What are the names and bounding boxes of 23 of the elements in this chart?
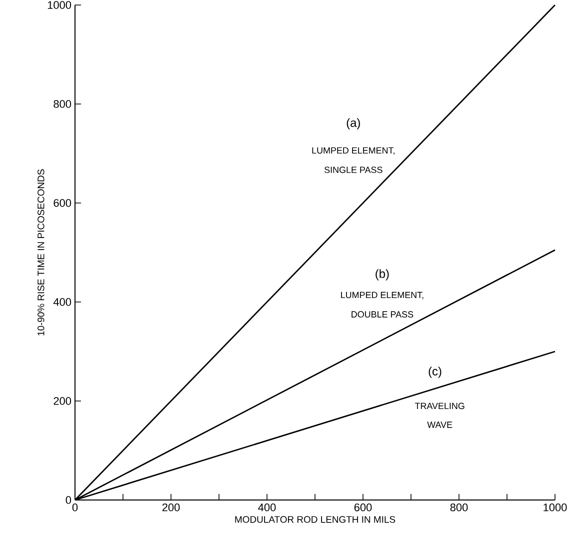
annotation: DOUBLE PASS [352, 311, 414, 318]
x-axis-title: MODULATOR ROD LENGTH IN MILS [235, 516, 396, 523]
y-axis-title: 10-90% RISE TIME IN PICOSECONDS [38, 169, 44, 336]
y-tick-label: 800 [54, 100, 72, 108]
annotation: TRAVELING [414, 402, 464, 410]
y-tick-label: 600 [54, 199, 72, 207]
x-tick-label: 600 [354, 504, 372, 512]
y-tick-label: 1000 [48, 1, 72, 9]
annotation: LUMPED ELEMENT, [312, 147, 394, 155]
annotation: WAVE [427, 422, 452, 428]
annotation: (b) [376, 269, 389, 280]
y-tick-label: 400 [53, 298, 72, 306]
x-tick-label: 400 [258, 504, 276, 512]
annotation: LUMPED ELEMENT, [341, 292, 424, 300]
x-tick-label: 1000 [544, 504, 567, 512]
x-tick-label: 200 [162, 504, 180, 512]
annotation: SINGLE PASS [324, 166, 382, 173]
y-tick-label: 0 [66, 496, 72, 504]
y-tick-label: 200 [54, 397, 72, 405]
annotation: (a) [346, 118, 360, 130]
annotation: (c) [428, 366, 442, 378]
x-tick-label: 800 [450, 504, 468, 512]
x-tick-label: 0 [72, 504, 78, 512]
